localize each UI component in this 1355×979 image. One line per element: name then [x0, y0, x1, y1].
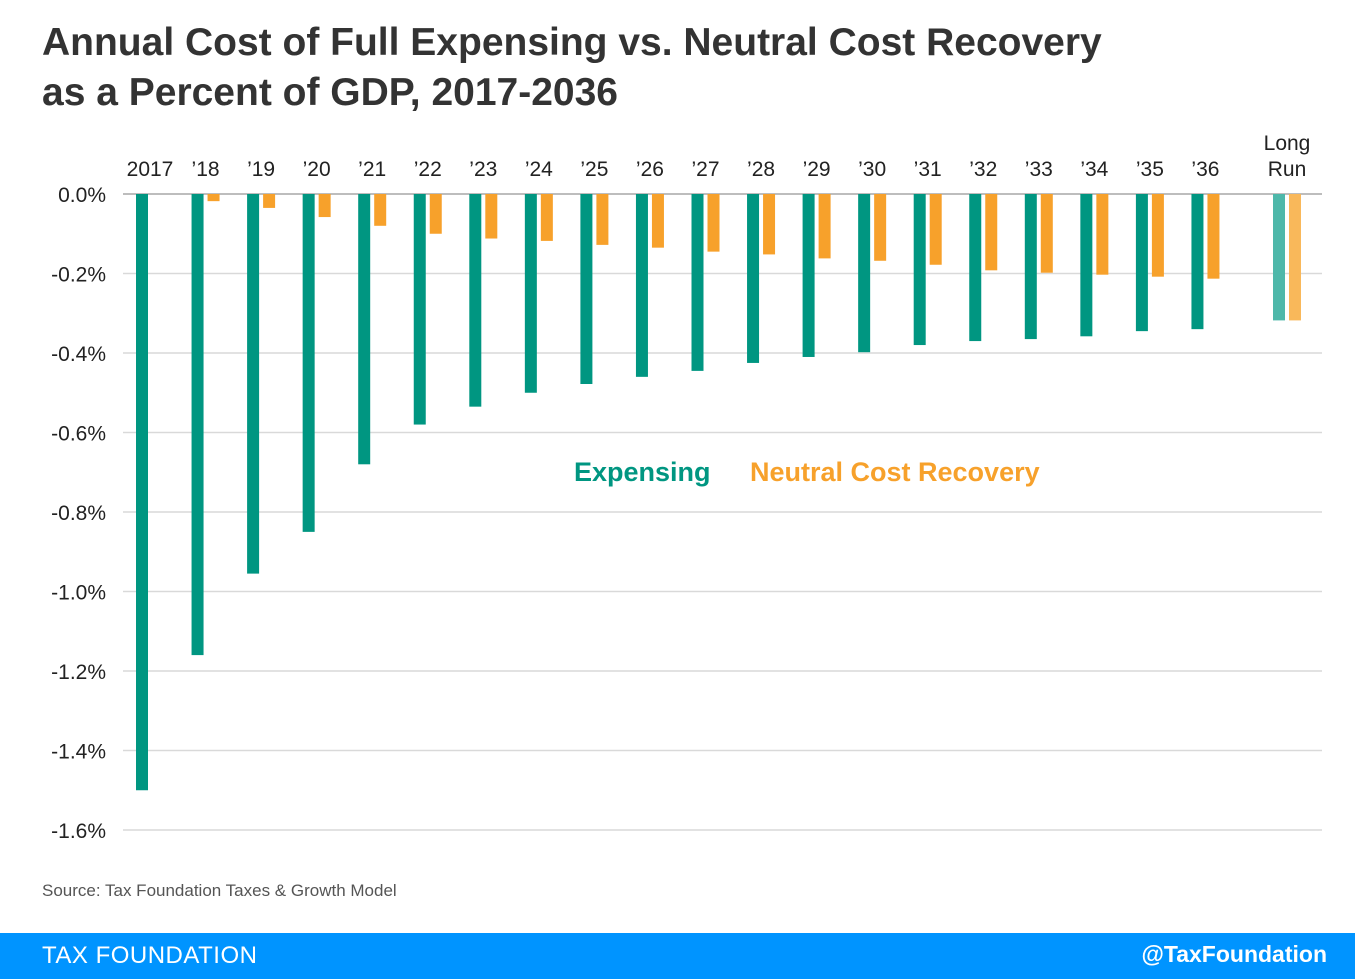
bar-neutral-cost-recovery — [929, 194, 942, 265]
bar-neutral-cost-recovery — [763, 194, 776, 255]
bar-expensing — [913, 194, 926, 346]
x-tick-label: ’36 — [1191, 158, 1219, 181]
bar-expensing — [358, 194, 371, 465]
y-tick-label: -1.6% — [51, 820, 106, 843]
chart-title-line-2: as a Percent of GDP, 2017-2036 — [42, 71, 618, 114]
legend-label-expensing: Expensing — [574, 457, 711, 487]
x-tick-label: Run — [1268, 158, 1307, 181]
y-tick-label: -1.2% — [51, 661, 106, 684]
x-tick-label: ’31 — [914, 158, 942, 181]
bar-neutral-cost-recovery — [818, 194, 831, 259]
bar-expensing — [1273, 194, 1285, 321]
chart-title-line-1: Annual Cost of Full Expensing vs. Neutra… — [42, 21, 1102, 64]
source-note: Source: Tax Foundation Taxes & Growth Mo… — [42, 881, 397, 900]
bar-neutral-cost-recovery — [540, 194, 553, 241]
x-tick-label: Long — [1264, 132, 1311, 155]
bar-neutral-cost-recovery — [1207, 194, 1220, 279]
bar-expensing — [1080, 194, 1093, 337]
x-tick-label: ’28 — [747, 158, 775, 181]
y-tick-label: -0.8% — [51, 502, 106, 525]
bar-neutral-cost-recovery — [1151, 194, 1164, 277]
footer-bar: TAX FOUNDATION @TaxFoundation — [0, 933, 1355, 979]
x-tick-label: ’27 — [691, 158, 719, 181]
bar-expensing — [247, 194, 260, 574]
bar-expensing — [1024, 194, 1037, 340]
x-tick-label: ’32 — [969, 158, 997, 181]
bar-expensing — [191, 194, 204, 656]
chart-title: Annual Cost of Full Expensing vs. Neutra… — [42, 18, 1242, 118]
x-tick-label: ’18 — [192, 158, 220, 181]
legend: Expensing Neutral Cost Recovery — [574, 457, 1040, 487]
x-tick-label: ’19 — [247, 158, 275, 181]
bar-neutral-cost-recovery — [1040, 194, 1053, 273]
bar-expensing — [524, 194, 537, 393]
bar-neutral-cost-recovery — [318, 194, 331, 218]
x-tick-label: ’22 — [414, 158, 442, 181]
bar-expensing — [136, 194, 148, 791]
legend-label-neutral-cost-recovery: Neutral Cost Recovery — [750, 457, 1040, 487]
bar-neutral-cost-recovery — [207, 194, 220, 202]
bar-expensing — [635, 194, 648, 377]
bar-expensing — [858, 194, 871, 353]
footer-brand: TAX FOUNDATION — [42, 942, 258, 969]
y-tick-label: 0.0% — [58, 184, 106, 207]
bar-neutral-cost-recovery — [707, 194, 720, 252]
bar-neutral-cost-recovery — [429, 194, 442, 234]
bar-expensing — [302, 194, 315, 532]
x-tick-label: ’33 — [1025, 158, 1053, 181]
x-tick-label: ’26 — [636, 158, 664, 181]
bar-neutral-cost-recovery — [1096, 194, 1109, 275]
y-tick-label: -1.0% — [51, 582, 106, 605]
bar-expensing — [580, 194, 593, 385]
x-tick-label: ’20 — [303, 158, 331, 181]
x-tick-label: ’24 — [525, 158, 553, 181]
bar-neutral-cost-recovery — [1289, 194, 1301, 321]
x-tick-label: ’35 — [1136, 158, 1164, 181]
bar-neutral-cost-recovery — [485, 194, 498, 239]
bar-expensing — [1135, 194, 1148, 332]
x-tick-label: ’21 — [358, 158, 386, 181]
y-tick-label: -0.6% — [51, 423, 106, 446]
x-tick-label: 2017 — [127, 158, 174, 181]
bar-neutral-cost-recovery — [874, 194, 887, 261]
bar-neutral-cost-recovery — [263, 194, 276, 208]
x-tick-label: ’29 — [803, 158, 831, 181]
bar-chart: 0.0% -0.2% -0.4% -0.6% -0.8% -1.0% -1.2% -1.4% -… — [51, 132, 1322, 843]
x-tick-label: ’34 — [1080, 158, 1108, 181]
bar-neutral-cost-recovery — [651, 194, 664, 248]
bar-expensing — [802, 194, 815, 357]
y-tick-label: -1.4% — [51, 741, 106, 764]
bars — [136, 194, 1301, 791]
bar-neutral-cost-recovery — [374, 194, 387, 226]
bar-expensing — [969, 194, 982, 342]
bar-expensing — [469, 194, 482, 407]
bar-neutral-cost-recovery — [985, 194, 998, 271]
footer-handle[interactable]: @TaxFoundation — [1141, 941, 1327, 967]
x-axis-tick-labels: 2017 ’18 ’19 ’20 ’21 ’22 ’23 ’24 ’25 ’26 ’27 ’28 ’29… — [127, 132, 1311, 181]
x-tick-label: ’30 — [858, 158, 886, 181]
y-axis-tick-labels: 0.0% -0.2% -0.4% -0.6% -0.8% -1.0% -1.2% -1.4% -… — [51, 184, 106, 843]
y-tick-label: -0.2% — [51, 264, 106, 287]
bar-expensing — [1191, 194, 1204, 330]
y-tick-label: -0.4% — [51, 343, 106, 366]
bar-expensing — [747, 194, 760, 363]
bar-neutral-cost-recovery — [596, 194, 609, 245]
bar-expensing — [691, 194, 704, 371]
bar-expensing — [413, 194, 426, 425]
x-tick-label: ’25 — [580, 158, 608, 181]
x-tick-label: ’23 — [469, 158, 497, 181]
